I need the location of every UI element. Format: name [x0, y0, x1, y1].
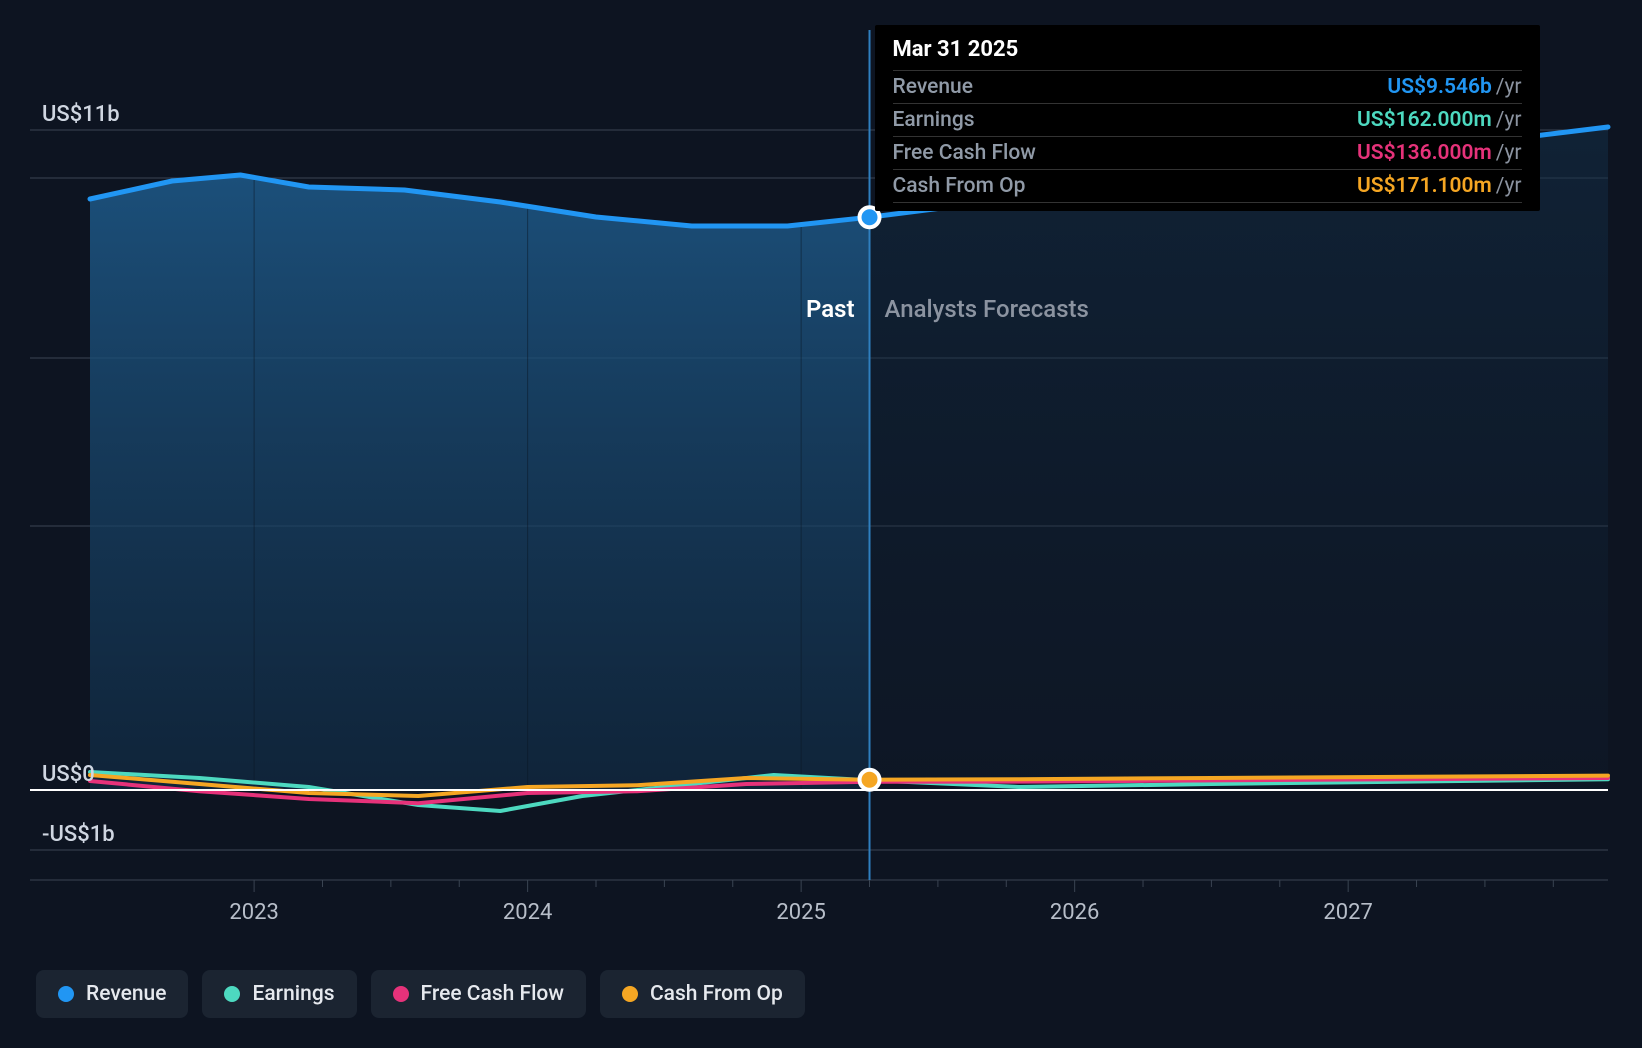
legend-item-revenue[interactable]: Revenue: [36, 970, 188, 1018]
x-axis-label: 2027: [1323, 900, 1372, 925]
tooltip-label: Earnings: [893, 108, 975, 132]
legend-dot-icon: [224, 986, 240, 1002]
x-axis-label: 2023: [229, 900, 278, 925]
tooltip-label: Revenue: [893, 75, 973, 99]
tooltip-label: Free Cash Flow: [893, 141, 1036, 165]
tooltip-row-cfo: Cash From Op US$171.100m/yr: [893, 169, 1522, 203]
tooltip-value: US$136.000m: [1357, 141, 1492, 165]
tooltip-value: US$162.000m: [1357, 108, 1492, 132]
tooltip-value: US$171.100m: [1357, 174, 1492, 198]
legend-item-earnings[interactable]: Earnings: [202, 970, 356, 1018]
legend-label: Earnings: [252, 982, 334, 1006]
tooltip-row-revenue: Revenue US$9.546b/yr: [893, 70, 1522, 103]
tooltip-unit: /yr: [1496, 141, 1522, 165]
legend-label: Cash From Op: [650, 982, 783, 1006]
tooltip-unit: /yr: [1496, 174, 1522, 198]
y-axis-label: US$11b: [42, 102, 120, 127]
tooltip-unit: /yr: [1496, 108, 1522, 132]
tooltip-row-earnings: Earnings US$162.000m/yr: [893, 103, 1522, 136]
legend-item-fcf[interactable]: Free Cash Flow: [371, 970, 586, 1018]
tooltip-unit: /yr: [1496, 75, 1522, 99]
past-region-label: Past: [806, 295, 855, 323]
financials-chart: US$11b US$0 -US$1b 2023 2024 2025 2026 2…: [0, 0, 1642, 1048]
legend-label: Free Cash Flow: [421, 982, 564, 1006]
forecast-region-label: Analysts Forecasts: [885, 295, 1089, 323]
legend-dot-icon: [393, 986, 409, 1002]
legend-dot-icon: [58, 986, 74, 1002]
x-axis-label: 2025: [776, 900, 825, 925]
y-axis-label: US$0: [42, 762, 95, 787]
tooltip-row-fcf: Free Cash Flow US$136.000m/yr: [893, 136, 1522, 169]
tooltip-label: Cash From Op: [893, 174, 1026, 198]
x-axis-label: 2026: [1050, 900, 1099, 925]
legend-item-cfo[interactable]: Cash From Op: [600, 970, 805, 1018]
chart-legend: Revenue Earnings Free Cash Flow Cash Fro…: [36, 970, 805, 1018]
hover-tooltip: Mar 31 2025 Revenue US$9.546b/yr Earning…: [875, 25, 1540, 211]
legend-dot-icon: [622, 986, 638, 1002]
legend-label: Revenue: [86, 982, 166, 1006]
y-axis-label: -US$1b: [42, 822, 115, 847]
tooltip-date: Mar 31 2025: [893, 37, 1522, 70]
tooltip-value: US$9.546b: [1387, 75, 1491, 99]
x-axis-label: 2024: [503, 900, 552, 925]
